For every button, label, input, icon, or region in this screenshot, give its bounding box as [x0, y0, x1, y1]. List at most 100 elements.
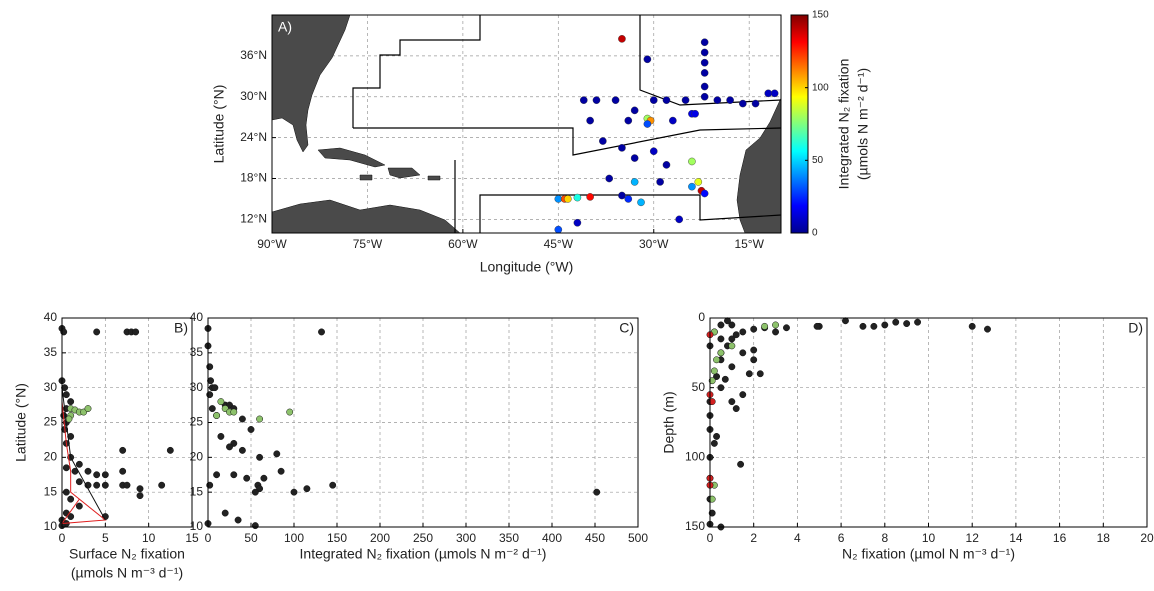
x-tick-label: 450 [585, 531, 605, 545]
station-point [649, 96, 658, 104]
y-axis-label: Latitude (°N) [13, 383, 29, 462]
station-point [649, 147, 658, 156]
data-point [717, 321, 725, 329]
data-point [713, 432, 721, 440]
data-point [260, 474, 268, 482]
x-tick-label: 0 [59, 531, 66, 545]
data-point [61, 384, 69, 392]
data-point [277, 467, 285, 475]
data-point [724, 317, 731, 325]
x-tick-label: 20 [1140, 531, 1154, 545]
station-point [700, 38, 709, 47]
station-point [688, 182, 696, 191]
y-tick-label: 24°N [240, 130, 267, 144]
data-point [750, 346, 758, 354]
station-point [700, 92, 709, 101]
data-point [708, 509, 716, 517]
station-point [611, 96, 620, 104]
station-point [700, 82, 709, 91]
y-tick-label: 20 [190, 450, 204, 464]
land [427, 175, 441, 181]
station-point [700, 58, 709, 67]
data-point [136, 485, 144, 493]
station-point [662, 161, 671, 169]
station-point [605, 174, 614, 183]
map-land [272, 15, 781, 233]
y-tick-label: 35 [190, 345, 204, 359]
data-point [101, 471, 109, 479]
x-axis-label: Longitude (°W) [480, 259, 574, 275]
data-point [286, 408, 294, 416]
colorbar [790, 14, 809, 234]
x-tick-label: 15°W [734, 237, 764, 251]
station-point [599, 137, 607, 145]
colorbar-tick-label: 100 [812, 82, 829, 93]
y-tick-label: 0 [698, 310, 705, 324]
station-point [630, 106, 639, 115]
data-point [717, 349, 725, 357]
x-tick-label: 100 [284, 531, 304, 545]
y-tick-label: 30 [190, 380, 204, 394]
data-point [717, 384, 725, 392]
data-point [213, 412, 221, 419]
station-point [688, 157, 696, 166]
x-tick-label: 0 [205, 531, 212, 545]
data-point [84, 467, 92, 475]
station-point [675, 215, 684, 224]
station-point [700, 69, 709, 77]
station-point [713, 96, 722, 104]
data-point [84, 405, 92, 413]
data-point [60, 328, 68, 336]
province-boundary [639, 15, 781, 106]
y-tick-label: 36°N [240, 48, 267, 62]
land [272, 15, 351, 153]
x-tick-label: 400 [542, 531, 562, 545]
data-point [206, 391, 214, 399]
data-point [217, 398, 225, 406]
data-point [968, 322, 976, 330]
y-tick-label: 18°N [240, 171, 267, 185]
data-point [217, 432, 225, 440]
data-point [93, 471, 101, 479]
station-point [691, 109, 699, 118]
data-point [739, 328, 747, 336]
y-tick-label: 25 [44, 415, 58, 429]
trend-line [61, 387, 106, 521]
data-point [750, 325, 758, 333]
station-point [770, 89, 779, 98]
station-point [554, 225, 563, 234]
data-point [221, 509, 229, 517]
data-point [119, 467, 127, 475]
y-tick-label: 15 [190, 484, 204, 498]
data-point [728, 335, 736, 343]
panel-label: B) [174, 320, 188, 336]
data-point [710, 367, 718, 375]
data-point [842, 317, 849, 325]
data-point [230, 471, 238, 479]
data-point [136, 492, 144, 500]
data-point [101, 481, 109, 489]
y-tick-label: 10 [190, 519, 204, 533]
x-tick-label: 10 [922, 531, 936, 545]
y-tick-label: 12°N [240, 212, 267, 226]
x-tick-label: 350 [499, 531, 519, 545]
data-point [859, 322, 867, 330]
station-point [643, 120, 652, 128]
data-point [62, 488, 70, 496]
station-point [694, 178, 703, 186]
province-boundary [479, 194, 781, 233]
station-point [630, 154, 639, 162]
y-tick-label: 50 [692, 380, 706, 394]
x-tick-label: 15 [185, 531, 199, 545]
data-point [132, 328, 140, 336]
y-tick-label: 20 [44, 450, 58, 464]
province-boundary [353, 127, 781, 156]
data-point [206, 363, 214, 371]
data-point [62, 391, 70, 399]
data-point [207, 377, 215, 385]
station-point [624, 116, 633, 125]
data-point [903, 320, 911, 328]
x-tick-label: 500 [628, 531, 648, 545]
station-point [700, 48, 709, 57]
data-point [67, 495, 75, 503]
